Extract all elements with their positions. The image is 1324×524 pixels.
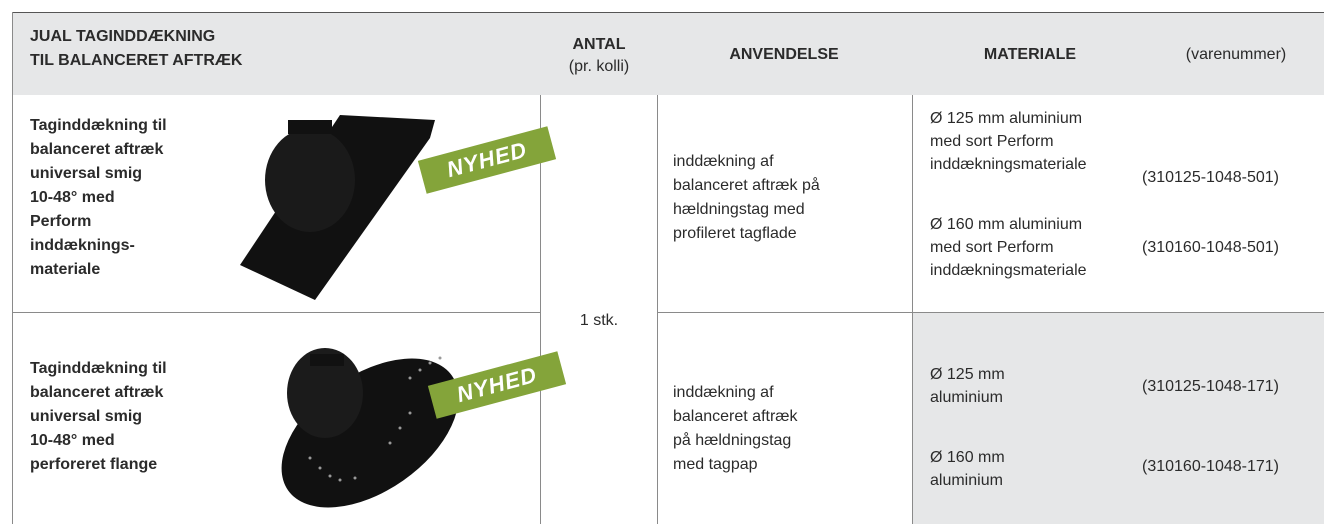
product-name: Taginddækning til: [30, 360, 167, 377]
cap: [288, 120, 332, 134]
material: inddækningsmateriale: [930, 156, 1087, 173]
usage: inddækning af: [673, 384, 774, 401]
material: inddækningsmateriale: [930, 262, 1087, 279]
material: Ø 160 mm aluminium: [930, 216, 1083, 233]
product-image: [240, 115, 435, 300]
usage: med tagpap: [673, 456, 758, 473]
flange: [281, 358, 459, 508]
product-name: 10-48° med: [30, 432, 115, 449]
header-label: MATERIALE: [983, 46, 1077, 63]
product-name: materiale: [30, 261, 101, 278]
product-name: Perform: [30, 213, 92, 230]
header-label: ANVENDELSE: [729, 46, 839, 63]
item-number: (310160-1048-501): [1142, 239, 1279, 256]
row-line: [657, 312, 1324, 313]
col-line: [540, 95, 541, 524]
item-number: (310125-1048-501): [1142, 169, 1279, 186]
row-bg: [912, 313, 1324, 524]
row-line: [12, 312, 540, 313]
product-name: balanceret aftræk: [30, 384, 164, 401]
product-name: universal smig: [30, 165, 143, 182]
header-label: (varenummer): [1185, 46, 1287, 63]
usage: balanceret aftræk på: [673, 177, 820, 194]
col-line: [657, 95, 658, 524]
product-image: [281, 348, 459, 508]
dome: [265, 128, 355, 232]
cap: [310, 354, 344, 366]
material: med sort Perform: [930, 239, 1054, 256]
material: Ø 125 mm aluminium: [930, 110, 1083, 127]
perforation: [308, 356, 442, 482]
product-name: universal smig: [30, 408, 143, 425]
header-bg: [12, 12, 1324, 95]
material: med sort Perform: [930, 133, 1054, 150]
header-label: JUAL TAGINDDÆKNING: [30, 28, 216, 45]
left-border: [12, 12, 13, 524]
usage: hældningstag med: [673, 201, 805, 218]
material: Ø 160 mm: [930, 449, 1005, 466]
usage: på hældningstag: [673, 432, 792, 449]
item-number: (310160-1048-171): [1142, 458, 1279, 475]
usage: inddækning af: [673, 153, 774, 170]
usage: balanceret aftræk: [673, 408, 798, 425]
product-name: 10-48° med: [30, 189, 115, 206]
usage: profileret tagflade: [673, 225, 797, 242]
product-name: inddæknings-: [30, 237, 135, 254]
header-label: ANTAL: [572, 36, 626, 53]
dome: [287, 348, 363, 438]
product-name: Taginddækning til: [30, 117, 167, 134]
material: aluminium: [930, 389, 1003, 406]
product-name: perforeret flange: [30, 456, 158, 473]
col-line: [912, 95, 913, 524]
material: Ø 125 mm: [930, 366, 1005, 383]
top-border: [12, 12, 1324, 13]
product-name: balanceret aftræk: [30, 141, 164, 158]
material: aluminium: [930, 472, 1003, 489]
header-sub: (pr. kolli): [568, 58, 630, 75]
item-number: (310125-1048-171): [1142, 378, 1279, 395]
quantity: 1 stk.: [579, 312, 619, 329]
header-label: TIL BALANCERET AFTRÆK: [30, 52, 243, 69]
